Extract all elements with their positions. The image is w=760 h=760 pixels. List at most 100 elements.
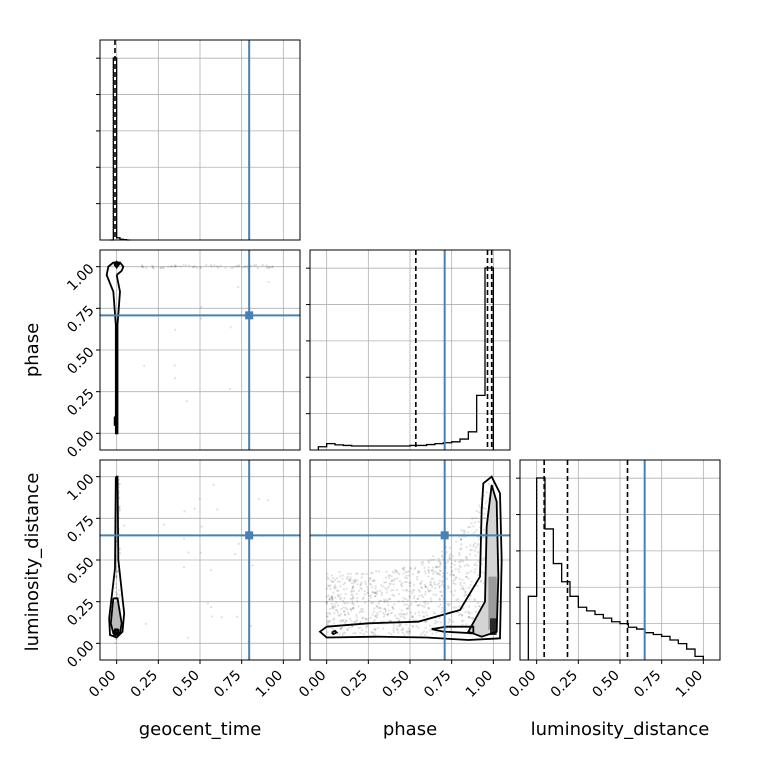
- sample-point: [433, 612, 436, 615]
- xtick-label: 0.00: [86, 668, 119, 701]
- sample-point: [388, 583, 391, 586]
- sample-point: [438, 569, 442, 572]
- sample-point: [364, 601, 367, 604]
- sample-point: [427, 606, 430, 610]
- sample-point: [464, 593, 467, 596]
- sample-point: [428, 624, 432, 627]
- panel-geocent_time-geocent_time: [96, 39, 301, 241]
- sample-point: [333, 603, 336, 606]
- sample-point: [451, 555, 454, 558]
- sample-point: [343, 613, 346, 616]
- sample-point: [467, 615, 471, 619]
- sample-point: [267, 280, 270, 284]
- sample-point: [431, 554, 435, 558]
- sample-point: [199, 317, 202, 320]
- sample-point: [389, 589, 393, 592]
- sample-point: [179, 265, 182, 268]
- sample-point: [427, 559, 430, 562]
- sample-point: [464, 610, 467, 614]
- sample-point: [473, 599, 477, 602]
- sample-point: [188, 264, 191, 267]
- sample-point: [389, 597, 392, 600]
- sample-point: [174, 328, 177, 331]
- sample-point: [379, 599, 383, 602]
- sample-point: [469, 525, 472, 529]
- sample-point: [159, 266, 163, 270]
- sample-point: [447, 604, 450, 607]
- sample-point: [398, 573, 401, 576]
- xtick-label: 0.25: [338, 668, 371, 701]
- sample-point: [408, 630, 411, 633]
- sample-point: [325, 587, 328, 590]
- sample-point: [326, 622, 330, 625]
- sample-point: [114, 576, 117, 579]
- sample-point: [336, 604, 340, 607]
- sample-point: [216, 508, 219, 511]
- sample-point: [380, 593, 383, 597]
- sample-point: [351, 607, 355, 610]
- ylabel-phase: phase: [22, 323, 43, 377]
- sample-point: [352, 632, 355, 635]
- sample-point: [327, 598, 331, 601]
- sample-point: [371, 579, 374, 583]
- sample-point: [332, 618, 335, 621]
- sample-point: [446, 584, 450, 588]
- sample-point: [438, 565, 441, 568]
- sample-point: [351, 585, 355, 588]
- sample-point: [391, 593, 394, 596]
- sample-point: [429, 580, 432, 583]
- sample-point: [427, 607, 430, 610]
- histogram-phase: [317, 267, 494, 450]
- sample-point: [369, 577, 372, 580]
- sample-point: [424, 600, 427, 603]
- sample-point: [186, 636, 190, 639]
- sample-point: [118, 490, 121, 493]
- panel-luminosity_distance-geocent_time: [99, 459, 301, 661]
- sample-point: [393, 603, 396, 606]
- sample-point: [409, 566, 412, 570]
- sample-point: [187, 551, 190, 554]
- sample-point: [397, 617, 400, 620]
- sample-point: [333, 617, 336, 620]
- sample-point: [447, 621, 450, 624]
- xtick-label: 0.50: [379, 668, 412, 701]
- sample-point: [350, 589, 354, 593]
- sample-point: [173, 364, 176, 367]
- sample-point: [373, 633, 377, 636]
- sample-point: [412, 619, 415, 622]
- sample-point: [405, 588, 408, 591]
- sample-point: [374, 585, 377, 588]
- sample-point: [472, 545, 475, 548]
- sample-point: [421, 604, 424, 607]
- sample-point: [435, 631, 438, 634]
- sample-point: [428, 561, 431, 564]
- sample-point: [114, 586, 117, 589]
- sample-point: [405, 603, 408, 606]
- panel-luminosity_distance-phase: [309, 459, 511, 661]
- sample-point: [348, 578, 351, 581]
- sample-point: [361, 617, 364, 620]
- sample-point: [396, 571, 399, 574]
- sample-point: [195, 266, 198, 269]
- sample-point: [365, 625, 369, 628]
- sample-point: [115, 575, 118, 579]
- sample-point: [398, 592, 401, 596]
- sample-point: [408, 581, 411, 584]
- sample-point: [405, 612, 409, 615]
- sample-point: [459, 538, 463, 541]
- contour-line: [113, 415, 118, 426]
- sample-point: [235, 615, 239, 618]
- ytick-label: 0.50: [64, 344, 97, 377]
- sample-point: [163, 523, 166, 526]
- sample-point: [441, 579, 444, 583]
- sample-point: [185, 400, 189, 403]
- sample-point: [362, 572, 365, 576]
- sample-point: [392, 579, 396, 582]
- sample-point: [446, 571, 449, 575]
- sample-point: [398, 613, 401, 616]
- sample-point: [412, 588, 416, 592]
- sample-point: [375, 570, 378, 573]
- sample-point: [454, 576, 457, 579]
- contour-line: [109, 597, 123, 635]
- sample-point: [395, 628, 398, 631]
